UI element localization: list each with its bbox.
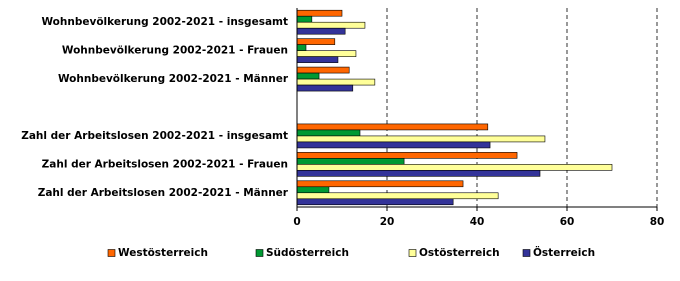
bar (296, 15, 313, 23)
bar (296, 9, 343, 17)
bar (296, 56, 339, 63)
bar (296, 66, 350, 74)
legend-swatch (408, 249, 417, 257)
x-tick-label: 40 (470, 216, 485, 228)
bar (296, 135, 546, 143)
x-tick-label: 0 (293, 216, 300, 228)
legend-label: Ostösterreich (419, 247, 500, 259)
bar (296, 21, 366, 29)
bar (296, 192, 499, 200)
bar (296, 198, 454, 206)
y-tick-label: Zahl der Arbeitslosen 2002-2021 - Männer (38, 187, 289, 199)
bar (296, 84, 354, 92)
y-tick-label: Zahl der Arbeitslosen 2002-2021 - Frauen (42, 158, 288, 170)
x-tick-label: 80 (650, 216, 665, 228)
bar (296, 50, 357, 57)
y-tick-label: Wohnbevölkerung 2002-2021 - insgesamt (41, 16, 288, 28)
y-tick-label: Zahl der Arbeitslosen 2002-2021 - insges… (21, 130, 288, 142)
bar (296, 123, 489, 131)
legend-swatch (255, 249, 264, 257)
bar (296, 27, 346, 35)
bar (296, 78, 376, 86)
x-tick-label: 60 (560, 216, 575, 228)
bar (296, 186, 330, 194)
bar (296, 164, 613, 171)
bar (296, 44, 307, 51)
x-tick-label: 20 (380, 216, 395, 228)
legend-swatch (107, 249, 116, 257)
bar (296, 129, 361, 137)
bar (296, 152, 518, 159)
y-tick-label: Wohnbevölkerung 2002-2021 - Frauen (62, 45, 288, 57)
bar (296, 158, 405, 165)
legend-label: Südösterreich (266, 247, 349, 259)
bar (296, 180, 464, 188)
legend-swatch (522, 249, 531, 257)
legend-label: Österreich (533, 245, 595, 259)
bar (296, 141, 491, 149)
bar (296, 72, 320, 80)
y-tick-label: Wohnbevölkerung 2002-2021 - Männer (58, 73, 289, 85)
bar (296, 170, 541, 177)
legend-label: Westösterreich (118, 247, 208, 259)
bar (296, 38, 336, 45)
